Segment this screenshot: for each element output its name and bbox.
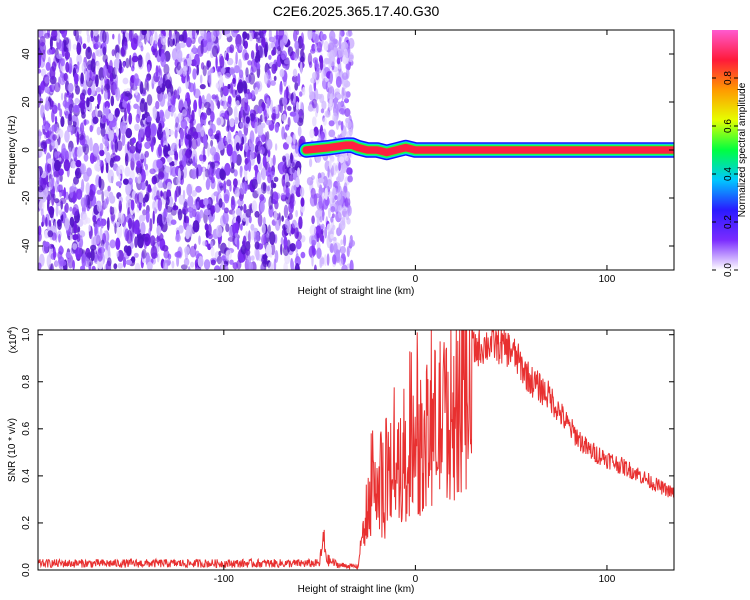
figure-title: C2E6.2025.365.17.40.G30 [273, 3, 440, 19]
x-tick-label: -100 [214, 574, 234, 585]
snr-series-line [38, 330, 674, 570]
y-tick-label: 20 [21, 96, 32, 108]
y-tick-label: 0.6 [21, 421, 32, 435]
colorbar-tick-label: 0.4 [723, 167, 734, 181]
x-tick-label: 0 [413, 574, 419, 585]
colorbar-tick-label: 0.6 [723, 119, 734, 133]
snr-scale-factor: (x104) [7, 327, 19, 354]
y-tick-label: 1.0 [21, 327, 32, 341]
y-tick-label: 0 [21, 147, 32, 153]
snr-y-axis-label: SNR (10 * v/v) [7, 418, 18, 482]
spectrogram-chart: -100 0 100 -40 -20 0 20 40 Height of straight … [7, 29, 675, 297]
colorbar-tick-label: 0.0 [723, 263, 734, 277]
spectrogram-x-axis-label: Height of straight line (km) [298, 286, 415, 297]
noise-speckles [38, 30, 356, 270]
x-tick-label: -100 [214, 274, 234, 285]
snr-chart: -100 0 100 0.0 0.2 0.4 0.6 0.8 1.0 Height of st… [7, 327, 675, 595]
x-tick-label: 100 [599, 274, 616, 285]
y-tick-label: 0.8 [21, 374, 32, 388]
heatmap-layer [38, 30, 674, 270]
colorbar-gradient [712, 30, 738, 270]
x-tick-label: 0 [413, 274, 419, 285]
colorbar: 0.0 0.2 0.4 0.6 0.8 Normalized spectral ampl… [712, 30, 748, 277]
snr-frame [37, 329, 675, 571]
colorbar-tick-label: 0.8 [723, 71, 734, 85]
snr-x-ticks: -100 0 100 [214, 330, 616, 585]
signal-trace-core [302, 141, 674, 157]
spectrogram-x-ticks: -100 0 100 [214, 30, 616, 285]
x-tick-label: 100 [599, 574, 616, 585]
snr-line-layer [38, 330, 674, 570]
spectrogram-y-axis-label: Frequency (Hz) [7, 116, 18, 185]
snr-y-ticks: 0.0 0.2 0.4 0.6 0.8 1.0 [21, 327, 674, 577]
y-tick-label: 0.0 [21, 563, 32, 577]
colorbar-ticks: 0.0 0.2 0.4 0.6 0.8 [712, 71, 738, 277]
y-tick-label: 40 [21, 48, 32, 60]
y-tick-label: -20 [21, 190, 32, 205]
colorbar-label: Normalized spectral amplitude [737, 82, 748, 217]
y-tick-label: 0.2 [21, 516, 32, 530]
spectrogram-y-ticks: -40 -20 0 20 40 [21, 48, 674, 253]
y-tick-label: 0.4 [21, 468, 32, 482]
colorbar-tick-label: 0.2 [723, 215, 734, 229]
y-tick-label: -40 [21, 238, 32, 253]
snr-x-axis-label: Height of straight line (km) [298, 584, 415, 595]
